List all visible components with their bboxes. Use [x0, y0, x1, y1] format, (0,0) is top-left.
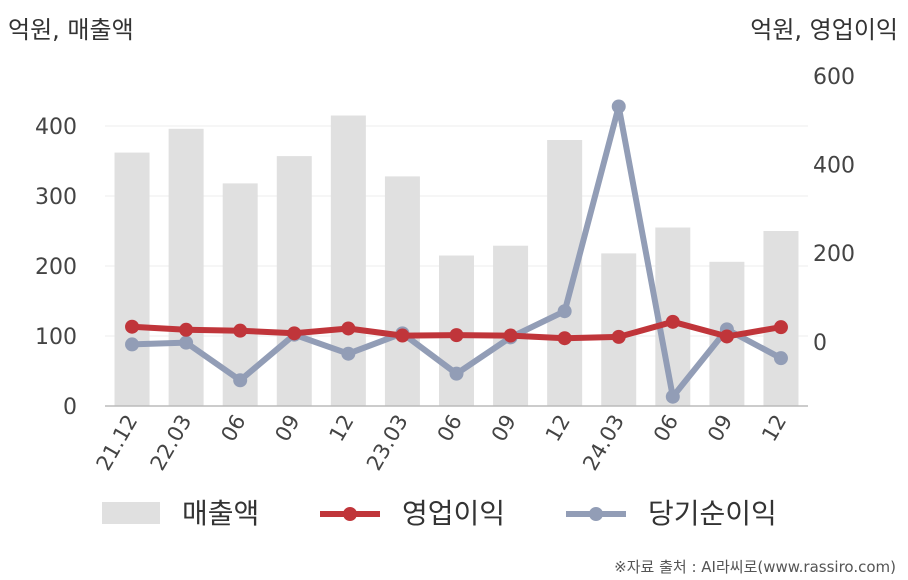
revenue-bar-7 [493, 245, 529, 406]
x-tick-label-6: 06 [433, 411, 467, 446]
operating-profit-point-8 [557, 331, 572, 346]
operating-profit-point-5 [395, 328, 410, 343]
revenue-bar-3 [276, 156, 312, 406]
net-income-point-12 [773, 351, 788, 366]
left-tick-label-1: 100 [35, 325, 77, 350]
legend-marker-net-income [589, 507, 603, 521]
left-tick-label-0: 0 [63, 395, 77, 420]
net-income-point-1 [179, 335, 194, 350]
source-note: ※자료 출처 : AI라씨로(www.rassiro.com) [614, 558, 896, 576]
left-tick-label-2: 200 [35, 255, 77, 280]
x-tick-label-9: 24.03 [578, 411, 629, 475]
revenue-bars [114, 115, 799, 407]
x-tick-label-11: 09 [703, 411, 737, 446]
operating-profit-point-1 [179, 322, 194, 337]
x-tick-label-4: 12 [325, 411, 359, 446]
revenue-bar-9 [601, 253, 637, 406]
net-income-point-10 [665, 389, 680, 404]
right-axis-unit-label: 억원, 영업이익 [750, 16, 898, 44]
operating-profit-point-10 [665, 314, 680, 329]
legend-label-operating-profit: 영업이익 [402, 497, 505, 530]
legend-label-net-income: 당기순이익 [648, 497, 777, 530]
revenue-bar-5 [384, 176, 420, 406]
legend-marker-operating-profit [343, 507, 357, 521]
left-tick-label-4: 400 [35, 115, 77, 140]
net-income-point-8 [557, 304, 572, 319]
revenue-bar-1 [168, 128, 204, 407]
x-tick-label-8: 12 [541, 411, 575, 446]
left-tick-label-3: 300 [35, 185, 77, 210]
line-series [125, 99, 788, 404]
x-tick-label-2: 06 [216, 411, 250, 446]
operating-profit-point-4 [341, 321, 356, 336]
operating-profit-point-11 [719, 329, 734, 344]
operating-profit-point-2 [233, 323, 248, 338]
net-income-point-4 [341, 346, 356, 361]
net-income-point-0 [125, 337, 140, 352]
x-tick-label-1: 22.03 [146, 411, 197, 475]
operating-profit-point-6 [449, 328, 464, 343]
revenue-bar-4 [330, 115, 366, 406]
x-tick-label-12: 12 [757, 411, 791, 446]
x-tick-label-7: 09 [487, 411, 521, 446]
net-income-point-2 [233, 373, 248, 388]
right-axis-ticks: 0 200 400 600 [813, 65, 855, 356]
operating-profit-point-12 [773, 320, 788, 335]
right-tick-label-3: 600 [813, 65, 855, 90]
net-income-point-9 [611, 99, 626, 114]
right-tick-label-2: 400 [813, 154, 855, 179]
right-tick-label-1: 200 [813, 242, 855, 267]
revenue-bar-0 [114, 152, 150, 406]
revenue-bar-12 [763, 231, 799, 406]
x-tick-label-10: 06 [649, 411, 683, 446]
left-axis-ticks: 0 100 200 300 400 [35, 115, 77, 420]
operating-profit-point-0 [125, 319, 140, 334]
net-income-point-6 [449, 366, 464, 381]
x-tick-label-0: 21.12 [92, 411, 143, 475]
operating-profit-point-3 [287, 326, 302, 341]
left-axis-unit-label: 억원, 매출액 [8, 16, 134, 44]
operating-profit-point-9 [611, 329, 626, 344]
right-tick-label-0: 0 [813, 331, 827, 356]
legend-label-revenue: 매출액 [182, 497, 259, 530]
x-tick-label-3: 09 [270, 411, 304, 446]
legend: 매출액 영업이익 당기순이익 [102, 497, 777, 530]
legend-swatch-revenue [102, 502, 160, 524]
x-axis-ticks: 21.12 22.03 06 09 12 23.03 06 09 12 24.03 06 09 12 [92, 411, 792, 475]
operating-profit-point-7 [503, 328, 518, 343]
x-tick-label-5: 23.03 [362, 411, 413, 475]
